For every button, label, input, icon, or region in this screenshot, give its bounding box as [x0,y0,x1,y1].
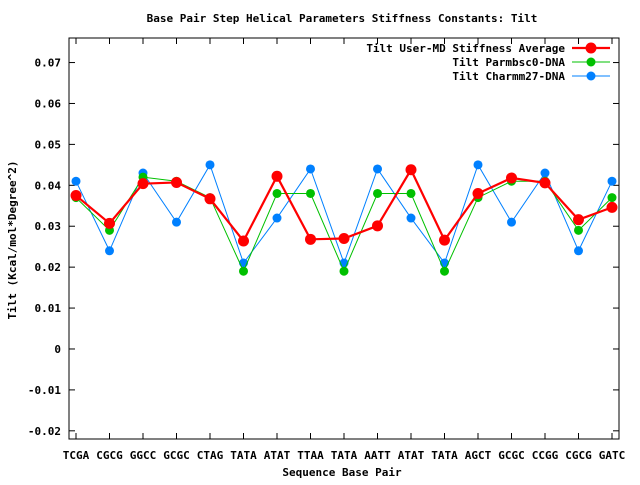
y-axis-label: Tilt (Kcal/mol*Degree^2) [6,161,19,320]
x-tick-label: GCGC [498,449,525,462]
series-line [75,163,613,265]
series-layer [70,160,618,276]
x-tick-label: AGCT [465,449,492,462]
legend-label: Tilt Parmbsc0-DNA [452,56,565,69]
series-1 [70,164,618,247]
series-3 [71,160,617,268]
x-axis-label: Sequence Base Pair [282,466,402,479]
y-axis-ticks: -0.02 -0.01 0 0.01 0.02 0.03 0.04 0.05 0.06 0.07 [28,57,619,438]
x-tick-label: CCGG [532,449,559,462]
data-point [506,172,517,184]
data-point [338,233,350,244]
x-axis-ticks: TCGA CGCG GGCC GCGC CTAG TATA ATAT TTAA TATA AATT… [63,38,626,462]
x-tick-label: ATAT [264,449,291,462]
data-point [373,188,382,198]
data-point [272,213,282,223]
data-point [372,220,383,232]
x-tick-label: GGCC [130,449,157,462]
data-point [539,177,551,189]
y-tick-label: 0.03 [35,220,62,233]
data-point [306,188,315,198]
y-tick-label: 0.05 [35,138,62,151]
x-tick-label: CGCG [96,449,123,462]
data-point [607,176,617,186]
x-tick-label: AATT [364,449,391,462]
data-point [137,178,149,190]
x-tick-label: TATA [230,449,257,462]
data-point [574,246,583,256]
data-point [204,193,216,205]
data-point [472,187,484,199]
y-tick-label: 0.02 [35,261,62,274]
x-tick-label: TTAA [297,449,324,462]
data-point [573,214,584,226]
data-point [440,266,449,276]
chart-title: Base Pair Step Helical Parameters Stiffn… [147,12,538,25]
data-point [406,188,416,198]
x-tick-label: TCGA [63,449,90,462]
legend-swatch-marker [586,71,596,81]
data-point [104,217,115,229]
data-point [171,176,182,188]
data-point [339,266,349,276]
data-point [439,234,450,246]
legend-label: Tilt Charmm27-DNA [452,70,565,83]
x-tick-label: ATAT [398,449,425,462]
series-line [75,176,613,273]
data-point [373,164,382,174]
legend-swatch-marker [586,57,596,67]
data-point [607,193,617,203]
data-point [606,201,618,213]
data-point [306,164,315,174]
data-point [305,233,316,245]
legend-entry-3: Tilt Charmm27-DNA [452,70,610,83]
x-tick-label: CGCG [565,449,592,462]
y-tick-label: 0 [54,343,61,356]
x-tick-label: GCGC [163,449,190,462]
series-line [75,167,613,243]
data-point [239,266,248,276]
data-point [540,168,550,178]
legend-swatch-marker [585,42,597,54]
data-point [205,160,215,170]
legend-entry-2: Tilt Parmbsc0-DNA [452,56,610,69]
data-point [70,190,82,202]
legend-label: Tilt User-MD Stiffness Average [366,42,565,55]
data-point [473,160,483,170]
data-point [105,246,114,256]
x-tick-label: CTAG [197,449,224,462]
data-point [172,217,181,227]
y-tick-label: 0.07 [35,57,62,70]
data-point [272,188,282,198]
x-tick-label: TATA [331,449,358,462]
x-tick-label: GATC [599,449,626,462]
data-point [507,217,516,227]
y-tick-label: -0.01 [28,384,61,397]
data-point [574,225,583,235]
legend-entry-1: Tilt User-MD Stiffness Average [366,42,610,55]
data-point [271,170,283,182]
y-tick-label: 0.06 [35,97,62,110]
data-point [238,235,249,247]
x-tick-label: TATA [431,449,458,462]
y-tick-label: 0.04 [35,179,62,192]
data-point [405,164,417,176]
y-tick-label: -0.02 [28,425,61,438]
data-point [406,213,416,223]
y-tick-label: 0.01 [35,302,62,315]
data-point [71,176,81,186]
